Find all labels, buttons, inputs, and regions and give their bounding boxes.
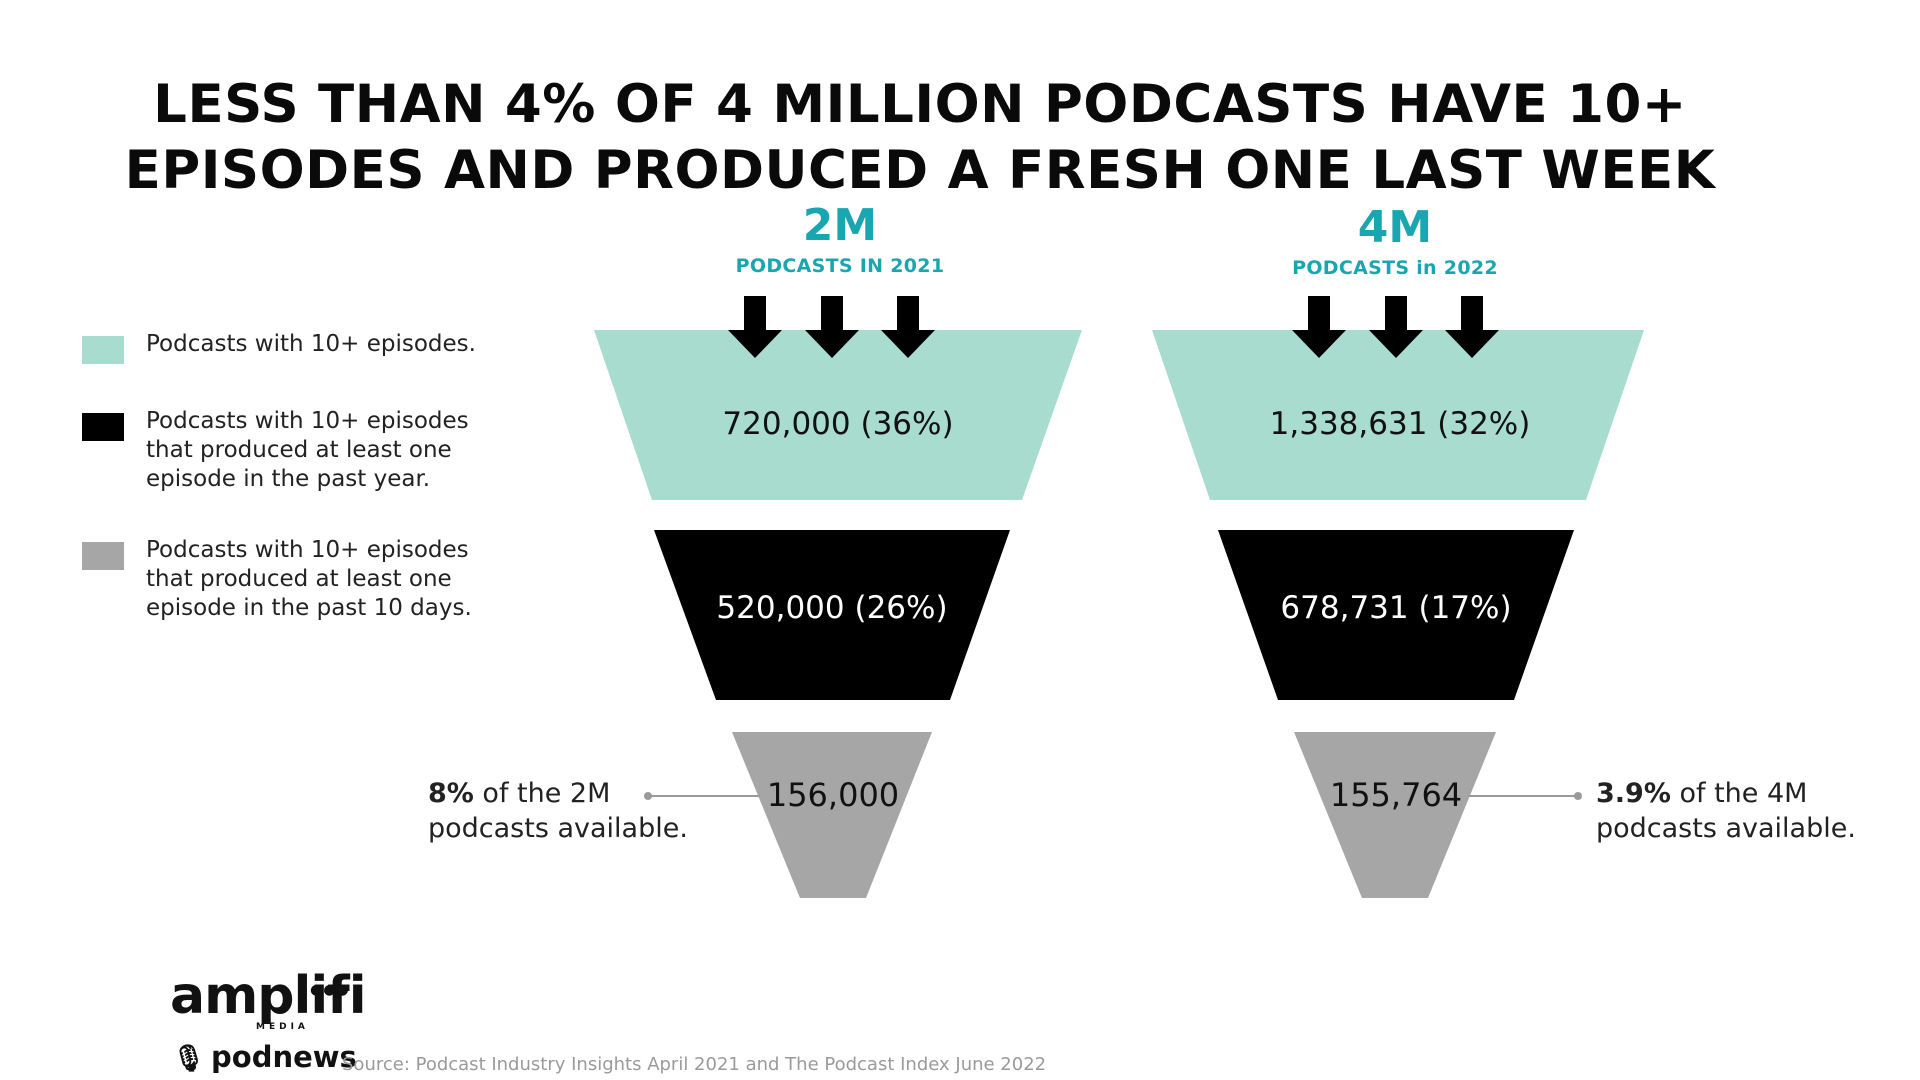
legend-item-past-year: Podcasts with 10+ episodes that produced… [82,407,542,494]
callout-left-percent: 8% [428,778,474,809]
legend-line: that produced at least one [146,566,452,592]
legend-line: episode in the past 10 days. [146,595,472,621]
funnel-2022-stage-2 [1218,530,1574,700]
funnel-2021-stage-1-label: 720,000 (36%) [722,406,953,442]
funnel-heading-2021-label: PODCASTS IN 2021 [735,255,945,277]
source-note: Source: Podcast Industry Insights April … [342,1054,1047,1075]
legend: Podcasts with 10+ episodes. Podcasts wit… [82,330,542,665]
callout-left-line-1: 8% of the 2M [428,776,688,811]
logo-dots-icon: ●●● [310,982,350,998]
legend-line: Podcasts with 10+ episodes [146,408,469,434]
callout-left-text: of the 2M [473,778,611,809]
callout-connector-right [1468,792,1582,800]
microphone-icon: 🎙 [172,1044,206,1074]
funnel-2022-stage-1 [1152,330,1644,500]
callout-right-text: of the 4M [1670,778,1808,809]
legend-line: Podcasts with 10+ episodes. [146,331,476,357]
amplifi-media-text: MEDIA [256,1022,309,1032]
callout-right: 3.9% of the 4M podcasts available. [1596,776,1856,846]
podnews-logo: 🎙 podnews [172,1040,357,1074]
down-arrow-icon [881,296,935,358]
legend-swatch-gray [82,542,124,570]
legend-line: that produced at least one [146,437,452,463]
funnel-heading-2022-value: 4M [1357,202,1433,253]
funnel-heading-2022-label: PODCASTS in 2022 [1292,257,1498,279]
down-arrow-icon [728,296,782,358]
funnel-2021-stage-3-label: 156,000 [767,776,899,814]
legend-line: Podcasts with 10+ episodes [146,537,469,563]
funnel-heading-2021-value: 2M [802,200,878,251]
funnel-heading-2022: 4M PODCASTS in 2022 [1255,204,1535,280]
funnel-2022-stage-2-label: 678,731 (17%) [1280,590,1511,626]
title-line-2: EPISODES AND PRODUCED A FRESH ONE LAST W… [124,140,1716,201]
funnel-2022-stage-3-label: 155,764 [1330,776,1462,814]
funnel-2022-stage-1-label: 1,338,631 (32%) [1270,406,1531,442]
callout-connector-left [644,792,760,800]
legend-line: episode in the past year. [146,466,431,492]
amplifi-logo-text: amplifi [170,966,367,1026]
chart-title: LESS THAN 4% OF 4 MILLION PODCASTS HAVE … [0,72,1840,204]
funnel-2021-stage-2-label: 520,000 (26%) [716,590,947,626]
down-arrow-icon [1292,296,1346,358]
callout-right-line-1: 3.9% of the 4M [1596,776,1856,811]
podnews-logo-text: podnews [211,1040,357,1074]
funnel-2022-stage-3 [1294,732,1496,898]
legend-swatch-mint [82,336,124,364]
callout-right-line-2: podcasts available. [1596,813,1856,844]
down-arrow-icon [805,296,859,358]
amplifi-logo: amplifi ●●● [170,970,367,1022]
callout-left: 8% of the 2M podcasts available. [428,776,688,846]
down-arrow-icon [1445,296,1499,358]
legend-label: Podcasts with 10+ episodes that produced… [146,407,542,494]
legend-item-past-10-days: Podcasts with 10+ episodes that produced… [82,536,542,623]
callout-right-percent: 3.9% [1596,778,1671,809]
funnel-heading-2021: 2M PODCASTS IN 2021 [700,202,980,278]
legend-item-10plus: Podcasts with 10+ episodes. [82,330,542,364]
title-line-1: LESS THAN 4% OF 4 MILLION PODCASTS HAVE … [153,74,1687,135]
down-arrow-icon [1369,296,1423,358]
funnel-2021-stage-1 [594,330,1082,500]
callout-left-line-2: podcasts available. [428,813,688,844]
legend-label: Podcasts with 10+ episodes that produced… [146,536,542,623]
legend-label: Podcasts with 10+ episodes. [146,330,542,359]
legend-swatch-black [82,413,124,441]
funnel-2021-stage-3 [732,732,932,898]
funnel-2021-stage-2 [654,530,1010,700]
